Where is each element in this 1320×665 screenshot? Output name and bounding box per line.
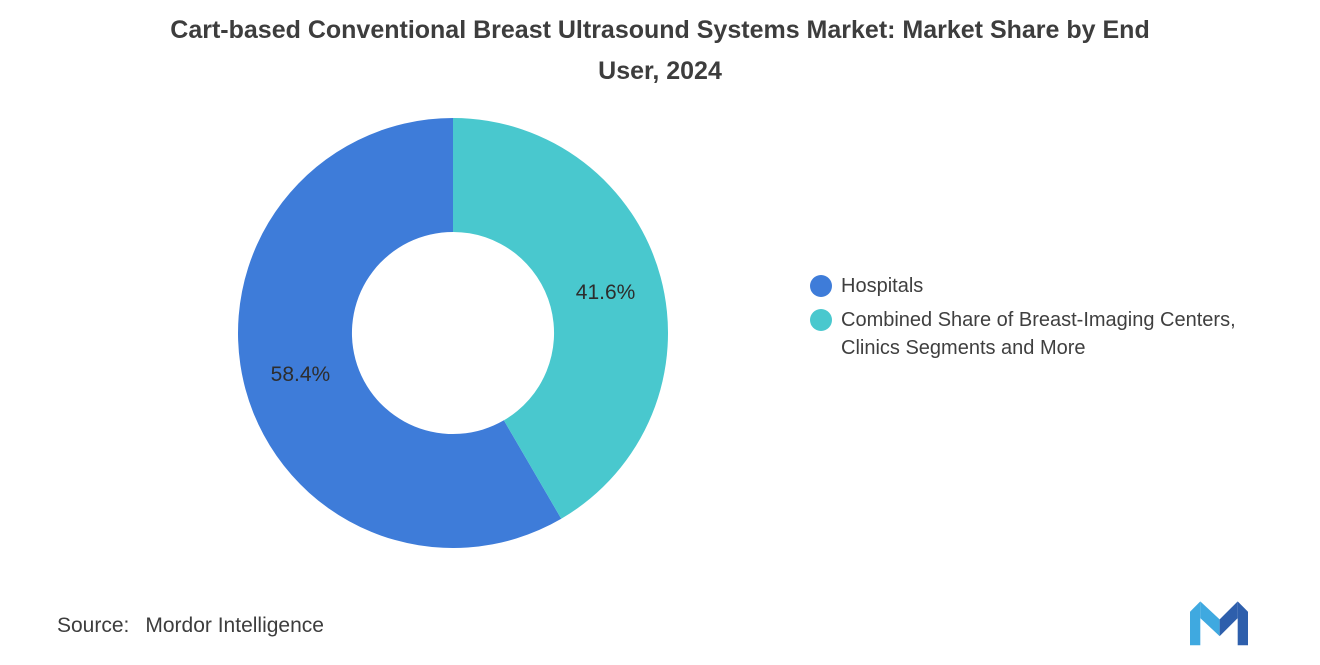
- slice-label-1: 41.6%: [576, 281, 636, 304]
- slice-label-0: 58.4%: [271, 363, 331, 386]
- legend-dot-0: [810, 275, 832, 297]
- legend-dot-1: [810, 309, 832, 331]
- logo-shape-right-diagonal: [1219, 601, 1238, 637]
- source-label: Source:: [57, 614, 130, 637]
- mordor-logo-icon: [1190, 601, 1248, 646]
- mordor-logo: [1190, 598, 1248, 646]
- source-text: Mordor Intelligence: [145, 614, 324, 637]
- donut-segment-0[interactable]: [238, 118, 562, 548]
- source-line: Source: Mordor Intelligence: [57, 614, 324, 638]
- chart-title: Cart-based Conventional Breast Ultrasoun…: [170, 16, 1150, 85]
- legend-item-1[interactable]: Combined Share of Breast-Imaging Centers…: [810, 306, 1300, 362]
- donut-chart: 58.4% 41.6%: [238, 118, 668, 548]
- logo-shape-right-bar: [1237, 601, 1248, 646]
- legend: Hospitals Combined Share of Breast-Imagin…: [810, 272, 1300, 362]
- donut-segment-1[interactable]: [453, 118, 668, 519]
- legend-label-1: Combined Share of Breast-Imaging Centers…: [841, 309, 1236, 359]
- logo-shape-left-bar: [1190, 601, 1201, 646]
- donut-svg: 58.4% 41.6%: [238, 118, 668, 548]
- legend-label-0: Hospitals: [841, 275, 924, 297]
- logo-shape-left-diagonal: [1200, 601, 1220, 637]
- legend-item-0[interactable]: Hospitals: [810, 272, 1300, 300]
